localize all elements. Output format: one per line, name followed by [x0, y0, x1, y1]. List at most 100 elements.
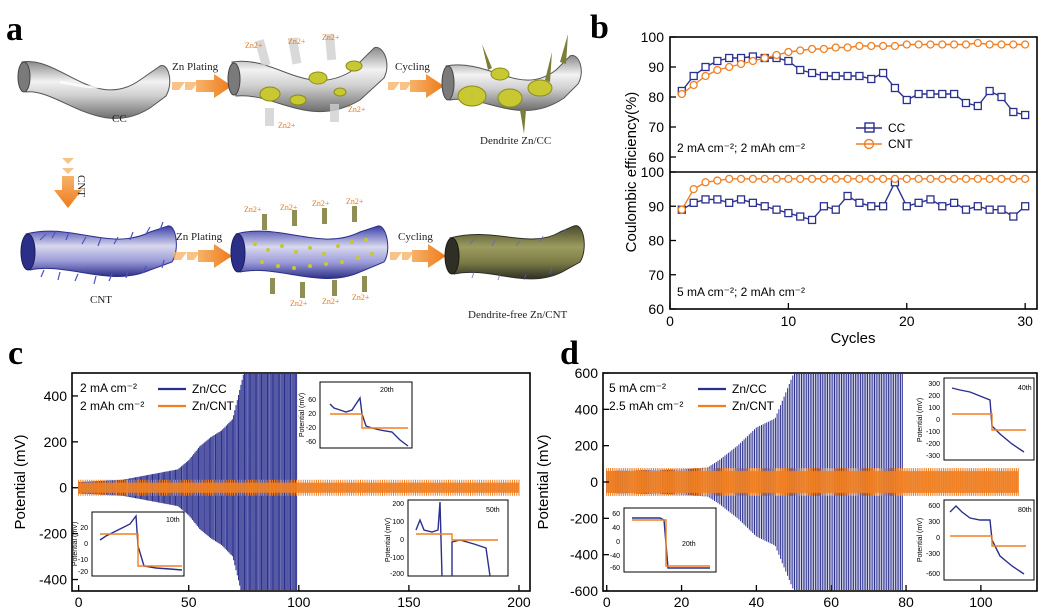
- panel-c-inset-bottom-left: 10th 20 0 -10 -20 Potential (mV): [72, 511, 185, 577]
- data-point-cnt: [1009, 40, 1018, 49]
- inset-tick: -300: [926, 453, 940, 460]
- inset-tick: 40: [612, 525, 620, 532]
- xtick-label: 0: [603, 594, 611, 610]
- data-point-cnt: [701, 71, 710, 81]
- xtick-label: 30: [1017, 313, 1033, 329]
- data-point-cnt: [1009, 174, 1018, 184]
- panel-c-anno-current: 2 mA cm⁻²: [80, 381, 137, 395]
- data-point-cnt: [973, 174, 982, 184]
- data-point-cc: [985, 205, 994, 214]
- data-point-cnt: [819, 174, 829, 184]
- inset-tick: 0: [84, 541, 88, 548]
- ytick-label: 200: [44, 434, 68, 450]
- panel-d-anno-current: 5 mA cm⁻²: [609, 381, 666, 395]
- arrow-label-zn-plating-bottom: Zn Plating: [176, 231, 223, 243]
- legend-zn-cc-label: Zn/CC: [192, 382, 227, 396]
- ytick-label: 70: [648, 267, 664, 283]
- inset-tick: 300: [928, 381, 940, 388]
- xtick-label: 100: [287, 594, 311, 610]
- inset-cycle-label: 50th: [486, 507, 500, 514]
- caption-dendrite-zn-cc: Dendrite Zn/CC: [480, 135, 551, 147]
- data-point-cnt: [748, 174, 758, 184]
- ion-label: Zn2+: [322, 33, 340, 42]
- data-point-cnt: [760, 53, 769, 63]
- arrow-cnt-down: CNT: [54, 158, 87, 208]
- arrow-label-cycling-top: Cycling: [395, 61, 430, 73]
- inset-tick: -60: [610, 565, 620, 572]
- panel-c-anno-capacity: 2 mAh cm⁻²: [80, 399, 144, 413]
- inset-tick: -10: [78, 557, 88, 564]
- data-point-cc: [902, 95, 911, 105]
- inset-tick: 0: [400, 537, 404, 544]
- data-point-cc: [867, 202, 876, 211]
- legend-zn-cnt-label: Zn/CNT: [732, 399, 775, 413]
- data-point-cc: [855, 198, 864, 207]
- data-point-cnt: [985, 40, 994, 49]
- data-point-cc: [949, 198, 959, 207]
- inset-tick: 0: [616, 539, 620, 546]
- inset-ylabel: Potential (mV): [917, 398, 924, 442]
- data-point-cnt: [807, 174, 817, 184]
- data-point-cnt: [878, 174, 888, 184]
- ytick-label: 90: [648, 59, 664, 75]
- series-zn-cnt-spikes: [78, 479, 520, 496]
- panel-d-anno-capacity: 2.5 mAh cm⁻²: [609, 399, 683, 413]
- data-point-cnt: [1021, 174, 1030, 184]
- inset-tick: 60: [308, 397, 316, 404]
- series-zn-cnt-spikes: [606, 468, 1019, 496]
- ytick-label: -400: [39, 572, 67, 588]
- panel-d-inset-bottom-right: 80th 600 300 0 -300 -600 Potential (mV): [917, 499, 1035, 581]
- data-point-cnt: [890, 174, 900, 184]
- inset-tick: -300: [926, 551, 940, 558]
- inset-tick: 300: [928, 519, 940, 526]
- data-point-cnt: [890, 41, 900, 51]
- data-point-cnt: [677, 205, 686, 214]
- data-point-cc: [843, 71, 852, 81]
- xtick-label: 40: [749, 594, 765, 610]
- data-point-cnt: [831, 43, 840, 52]
- data-point-cnt: [772, 50, 781, 60]
- panel-b-bottom-series: [677, 174, 1030, 225]
- ion-label: Zn2+: [352, 293, 370, 302]
- data-point-cnt: [713, 65, 722, 75]
- panel-b-top-series: [677, 38, 1030, 120]
- legend-cnt-marker: [863, 138, 875, 150]
- inset-tick: 60: [612, 511, 620, 518]
- panel-c-inset-top-right: 20th 60 20 -20 -60 Potential (mV): [299, 381, 413, 449]
- data-point-cc: [689, 71, 698, 81]
- data-point-cc: [985, 86, 994, 96]
- data-point-cnt: [985, 174, 994, 184]
- inset-ylabel: Potential (mV): [299, 393, 306, 437]
- xtick-label: 80: [898, 594, 914, 610]
- data-point-cc: [902, 202, 911, 211]
- inset-ylabel: Potential (mV): [917, 518, 924, 562]
- xtick-label: 20: [674, 594, 690, 610]
- data-point-cc: [784, 56, 793, 66]
- data-point-cc: [701, 195, 710, 204]
- ion-label: Zn2+: [280, 203, 298, 212]
- xtick-label: 0: [75, 594, 83, 610]
- inset-cycle-label: 40th: [1018, 385, 1032, 392]
- panel-c-legend: Zn/CC Zn/CNT: [158, 382, 235, 413]
- data-point-cnt: [973, 38, 982, 48]
- ytick-label: 100: [641, 164, 665, 180]
- ion-label: Zn2+: [244, 205, 262, 214]
- ytick-label: -200: [570, 510, 598, 526]
- panel-c-data: [78, 374, 520, 590]
- data-point-cc: [949, 89, 959, 99]
- arrow-zn-plating-bottom: Zn Plating: [174, 231, 232, 268]
- data-point-cc: [890, 83, 900, 93]
- inset-tick: -40: [610, 553, 620, 560]
- xtick-label: 10: [781, 313, 797, 329]
- inset-tick: 0: [936, 535, 940, 542]
- inset-tick: 200: [928, 393, 940, 400]
- panel-b-bottom-annotation: 5 mA cm⁻²; 2 mAh cm⁻²: [677, 285, 805, 299]
- data-point-cnt: [867, 174, 876, 184]
- data-point-cc: [796, 65, 805, 75]
- caption-cnt: CNT: [90, 294, 112, 306]
- ytick-label: 90: [648, 198, 664, 214]
